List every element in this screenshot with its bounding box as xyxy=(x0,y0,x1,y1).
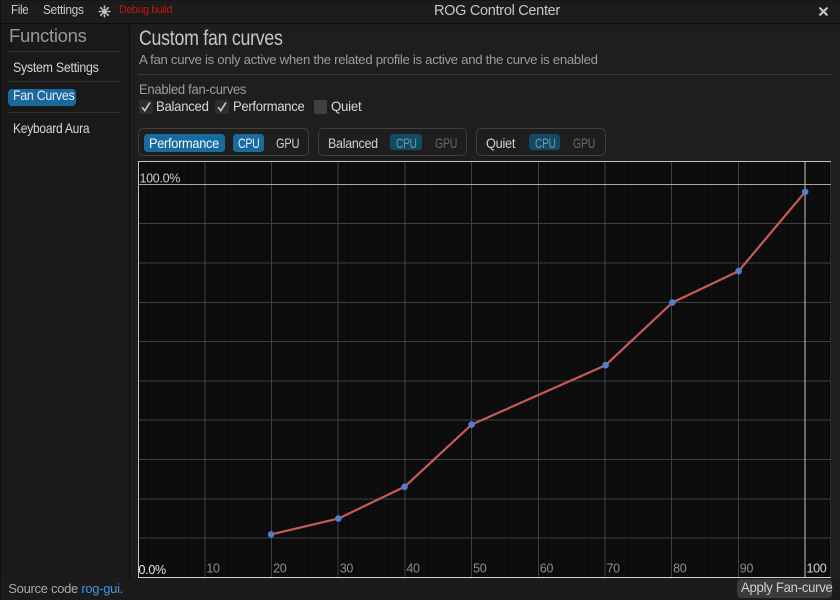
svg-text:10: 10 xyxy=(206,562,220,576)
svg-text:80: 80 xyxy=(673,562,687,576)
svg-text:0.0%: 0.0% xyxy=(139,563,166,577)
svg-text:100.0%: 100.0% xyxy=(140,172,181,186)
svg-text:40: 40 xyxy=(406,562,420,576)
svg-text:50: 50 xyxy=(473,562,487,576)
svg-text:70: 70 xyxy=(607,562,621,576)
svg-text:100: 100 xyxy=(807,562,827,576)
svg-text:30: 30 xyxy=(340,562,354,576)
svg-text:90: 90 xyxy=(740,562,754,576)
svg-text:60: 60 xyxy=(540,562,554,576)
svg-text:20: 20 xyxy=(273,562,287,576)
